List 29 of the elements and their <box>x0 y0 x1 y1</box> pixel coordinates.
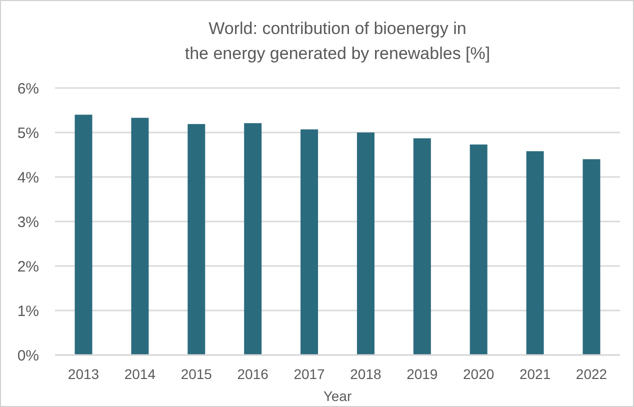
bar <box>470 144 488 355</box>
bar <box>300 129 318 355</box>
x-tick-label: 2019 <box>406 366 438 382</box>
bar <box>74 114 92 355</box>
y-tick-label: 2% <box>17 258 39 276</box>
bar <box>188 124 206 355</box>
bar <box>244 123 262 355</box>
x-tick-label: 2015 <box>180 366 212 382</box>
x-tick-label: 2017 <box>294 366 326 382</box>
x-tick-label: 2022 <box>576 366 608 382</box>
y-tick-label: 6% <box>17 80 39 98</box>
y-tick-label: 1% <box>17 302 39 320</box>
bar <box>131 118 149 355</box>
x-tick-label: 2016 <box>237 366 269 382</box>
y-tick-label: 3% <box>17 214 39 231</box>
bar <box>526 151 544 355</box>
bar <box>356 132 374 355</box>
y-tick-label: 4% <box>17 169 39 186</box>
bar <box>582 159 600 355</box>
chart-title: World: contribution of bioenergy in the energy generated by renewables [%] <box>184 19 490 63</box>
x-axis-title: Year <box>323 388 352 404</box>
x-tick-label: 2021 <box>519 366 551 382</box>
x-tick-label: 2013 <box>68 366 100 382</box>
y-tick-label: 0% <box>17 347 39 364</box>
x-tick-label: 2018 <box>350 366 382 382</box>
bar <box>413 138 431 355</box>
x-tick-label: 2020 <box>463 366 494 382</box>
x-tick-label: 2014 <box>124 366 156 382</box>
y-tick-label: 5% <box>17 124 39 142</box>
